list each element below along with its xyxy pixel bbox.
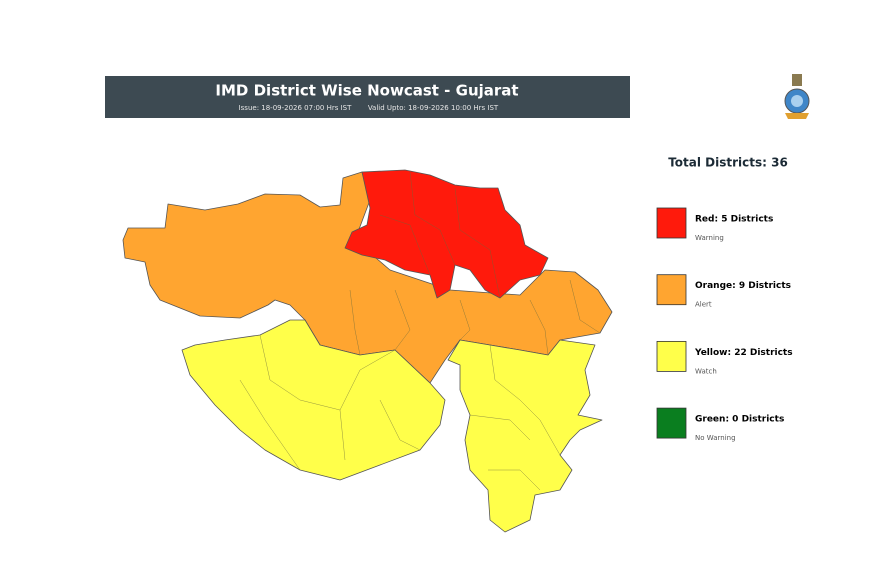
emblem xyxy=(784,74,810,119)
legend-swatch xyxy=(656,207,687,239)
total-districts: Total Districts: 36 xyxy=(668,156,788,170)
legend-swatch xyxy=(656,407,687,439)
yellow-region xyxy=(447,339,603,533)
red-region xyxy=(344,169,549,299)
valid-time: Valid Upto: 18-09-2026 10:00 Hrs IST xyxy=(368,104,499,112)
legend: Red: 5 Districts Warning Orange: 9 Distric… xyxy=(656,207,793,442)
legend-swatch xyxy=(656,274,687,306)
legend-label: Yellow: 22 Districts xyxy=(694,348,793,358)
legend-label: Red: 5 Districts xyxy=(695,215,773,225)
title: IMD District Wise Nowcast - Gujarat xyxy=(215,82,518,100)
map xyxy=(122,169,613,533)
district-borders xyxy=(239,171,601,491)
issue-time: Issue: 18-09-2026 07:00 Hrs IST xyxy=(239,104,353,112)
legend-note: Alert xyxy=(695,301,712,309)
header-bar xyxy=(105,76,630,118)
legend-swatch xyxy=(656,340,687,372)
legend-label: Orange: 9 Districts xyxy=(695,281,791,291)
legend-label: Green: 0 Districts xyxy=(695,415,784,425)
legend-note: Warning xyxy=(695,234,724,242)
legend-note: Watch xyxy=(695,367,717,375)
legend-note: No Warning xyxy=(695,434,736,442)
